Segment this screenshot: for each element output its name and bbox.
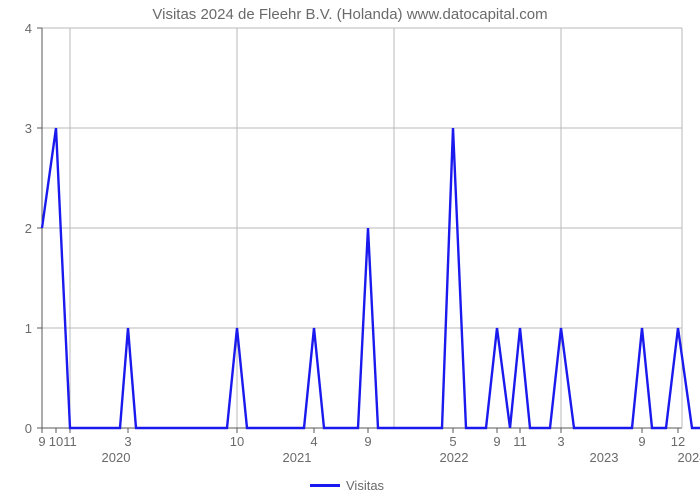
visitas-line [42,128,700,428]
x-tick-label: 11 [513,434,527,449]
x-group-label: 2024 [678,450,700,465]
y-tick-label: 0 [25,421,32,436]
x-tick-label: 4 [310,434,317,449]
y-tick-label: 1 [25,321,32,336]
x-tick-label: 3 [124,434,131,449]
x-tick-label: 9 [364,434,371,449]
x-tick-label: 11 [63,434,77,449]
x-group-label: 2022 [440,450,469,465]
legend-line-swatch [310,484,340,487]
y-tick-label: 3 [25,121,32,136]
x-tick-label: 3 [557,434,564,449]
x-tick-label: 10 [49,434,63,449]
x-tick-label: 12 [671,434,685,449]
chart-title: Visitas 2024 de Fleehr B.V. (Holanda) ww… [0,6,700,23]
x-group-label: 2020 [102,450,131,465]
x-tick-label: 9 [638,434,645,449]
legend: Visitas [310,478,384,493]
y-tick-label: 4 [25,21,32,36]
x-group-label: 2021 [283,450,312,465]
x-group-label: 2023 [590,450,619,465]
line-chart [36,27,684,435]
x-tick-label: 9 [38,434,45,449]
x-tick-label: 10 [230,434,244,449]
x-tick-label: 5 [449,434,456,449]
y-tick-label: 2 [25,221,32,236]
legend-label: Visitas [346,478,384,493]
x-tick-label: 9 [493,434,500,449]
